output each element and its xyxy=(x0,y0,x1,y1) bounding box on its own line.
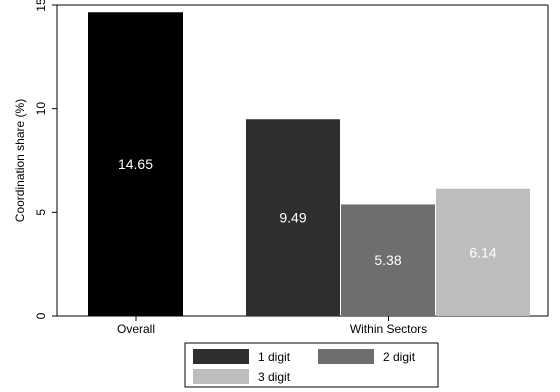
legend-label: 2 digit xyxy=(383,350,416,364)
bars: 14.65 9.49 5.38 6.14 xyxy=(88,12,530,317)
y-tick-label: 5 xyxy=(34,209,48,216)
y-axis-title: Coordination share (%) xyxy=(13,99,27,222)
bar xyxy=(341,204,435,316)
legend-swatch xyxy=(193,349,249,364)
legend-label: 3 digit xyxy=(258,370,291,384)
x-category-label: Overall xyxy=(117,322,155,336)
y-tick-label: 15 xyxy=(34,0,48,12)
plot-area xyxy=(57,4,549,316)
bar xyxy=(246,119,340,317)
bar-value-label: 14.65 xyxy=(118,156,153,172)
legend-swatch xyxy=(193,369,249,384)
bar-value-label: 5.38 xyxy=(374,252,401,268)
y-axis: 0 5 10 15 Coordination share (%) xyxy=(13,0,58,319)
x-category-label: Within Sectors xyxy=(350,322,427,336)
y-tick-label: 0 xyxy=(34,312,48,319)
y-tick-label: 10 xyxy=(34,102,48,116)
legend-swatch xyxy=(318,349,374,364)
bar xyxy=(88,12,183,317)
bar-value-label: 9.49 xyxy=(279,210,306,226)
legend: 1 digit 2 digit 3 digit xyxy=(184,342,439,388)
legend-label: 1 digit xyxy=(258,350,291,364)
x-axis: Overall Within Sectors xyxy=(57,315,548,336)
bar xyxy=(436,188,530,316)
bar-value-label: 6.14 xyxy=(469,244,496,260)
